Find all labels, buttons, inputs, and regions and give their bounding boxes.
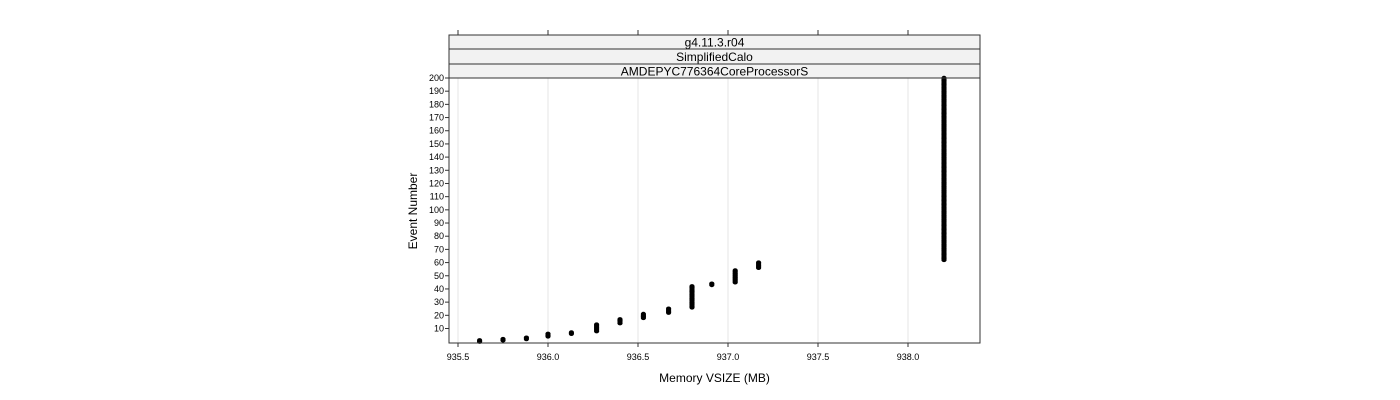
data-point (523, 335, 530, 340)
data-point (640, 311, 647, 317)
grid (457, 78, 909, 343)
y-tick-label: 30 (434, 297, 444, 307)
y-tick-label: 160 (429, 126, 444, 136)
data-points (477, 75, 947, 344)
strip-1-label: g4.11.3.r04 (685, 36, 745, 50)
y-tick-label: 110 (430, 192, 444, 202)
y-tick-label: 130 (429, 165, 444, 175)
y-tick-label: 80 (434, 231, 444, 241)
data-point (594, 322, 600, 327)
plot-panel (448, 77, 981, 344)
y-axis: 10 20 30 40 50 60 70 80 90 100 110 120 130 140 150 160 1… (429, 73, 449, 333)
y-axis-title: Event Number (406, 173, 420, 250)
x-axis: 935.5 936.0 936.5 937.0 937.5 938.0 (447, 343, 920, 362)
y-tick-label: 170 (429, 113, 444, 123)
y-tick-label: 50 (434, 271, 444, 281)
y-tick-label: 180 (429, 99, 444, 109)
x-tick-label: 936.0 (537, 352, 560, 362)
strip-2-label: SimplifiedCalo (676, 50, 753, 64)
y-tick-label: 100 (429, 205, 444, 215)
x-tick-label: 935.5 (447, 352, 470, 362)
x-tick-label: 937.5 (807, 352, 830, 362)
data-point (568, 330, 575, 335)
y-tick-label: 150 (429, 139, 444, 149)
x-tick-label: 937.0 (717, 352, 740, 362)
data-point (545, 331, 551, 336)
data-point (709, 281, 715, 286)
data-point (617, 317, 623, 322)
data-point (666, 306, 672, 311)
y-tick-label: 40 (434, 284, 444, 294)
y-tick-label: 200 (429, 73, 444, 83)
y-tick-label: 70 (434, 244, 444, 254)
y-tick-label: 20 (434, 310, 444, 320)
y-tick-label: 140 (429, 152, 444, 162)
data-point (477, 338, 483, 343)
x-tick-label: 938.0 (897, 352, 920, 362)
data-point (732, 268, 738, 273)
top-axis-ticks (457, 30, 909, 35)
strip-3-label: AMDEPYC776364CoreProcessorS (621, 65, 808, 79)
x-tick-label: 936.5 (627, 352, 650, 362)
strip-headers: g4.11.3.r04 SimplifiedCalo AMDEPYC776364… (448, 34, 981, 79)
x-axis-title: Memory VSIZE (MB) (659, 371, 770, 385)
y-tick-label: 120 (429, 178, 444, 188)
y-tick-label: 60 (434, 258, 444, 268)
data-point (500, 336, 506, 342)
data-point (689, 284, 695, 289)
y-tick-label: 10 (434, 323, 444, 333)
y-tick-label: 90 (434, 218, 444, 228)
data-point (756, 260, 762, 265)
y-tick-label: 190 (429, 86, 444, 96)
